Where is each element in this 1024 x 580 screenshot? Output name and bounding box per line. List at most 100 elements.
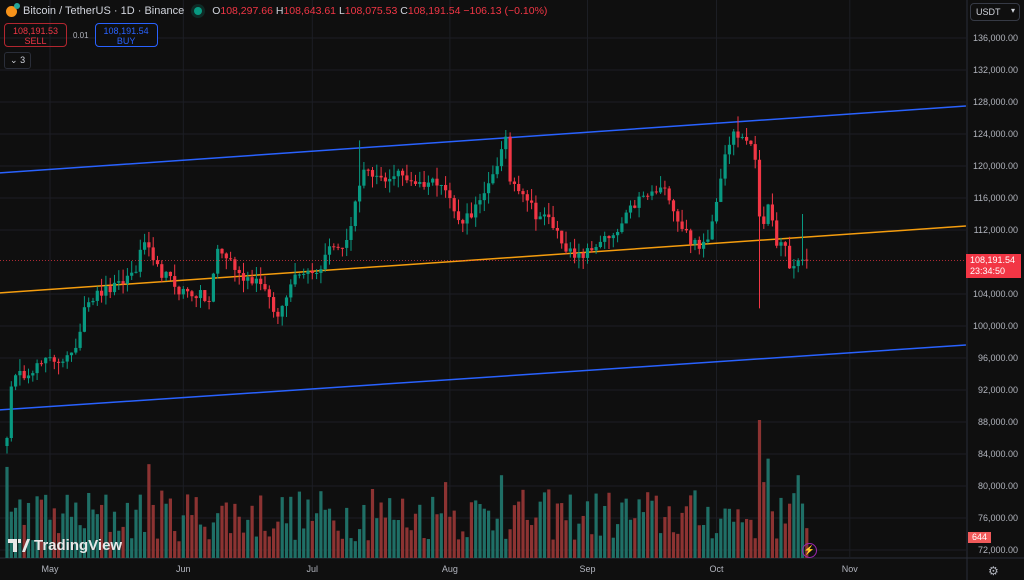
volume-bar (241, 532, 246, 558)
volume-bar (65, 494, 69, 558)
candle-body (603, 236, 607, 242)
volume-bar (461, 531, 465, 558)
candle-body (220, 248, 224, 254)
candle-body (39, 363, 43, 365)
volume-bar (654, 495, 658, 558)
volume-bar (611, 537, 615, 558)
candle-body (564, 243, 568, 252)
volume-bar (727, 508, 731, 558)
candle-body (461, 220, 465, 224)
candle-body (710, 221, 714, 240)
volume-bar (684, 506, 688, 558)
candle-body (667, 188, 671, 201)
buy-button[interactable]: 108,191.54 BUY (94, 23, 158, 47)
candle-body (792, 266, 796, 269)
volume-bar (401, 498, 405, 558)
candle-body (254, 278, 258, 284)
candle-body (676, 211, 680, 222)
candle-body (9, 386, 13, 438)
volume-bar (448, 516, 452, 558)
bar-countdown: 23:34:50 (970, 266, 1006, 277)
volume-bar (31, 540, 35, 558)
candle-body (530, 200, 534, 203)
candle-body (65, 355, 69, 362)
volume-bar (345, 507, 349, 558)
candle-body (160, 264, 164, 278)
volume-bar (426, 539, 430, 558)
candle-body (293, 274, 297, 285)
volume-bar (190, 515, 194, 558)
volume-bar (783, 523, 787, 558)
volume-bar (177, 541, 181, 558)
volume-bar (353, 541, 357, 558)
upper-channel-line (0, 105, 966, 174)
buy-label: BUY (116, 36, 136, 46)
volume-bar (800, 503, 805, 558)
volume-bar (250, 505, 254, 558)
currency-value: USDT (976, 7, 1001, 17)
buy-price: 108,191.54 (103, 26, 149, 36)
price-tick: 80,000.00 (977, 481, 1018, 491)
candle-body (345, 239, 349, 248)
volume-bar (525, 519, 529, 558)
candle-body (422, 182, 426, 187)
candle-body (26, 375, 31, 379)
time-tick: Nov (841, 564, 858, 574)
tradingview-logo[interactable]: TradingView (8, 537, 122, 554)
candle-body (538, 216, 542, 220)
candle-body (671, 200, 676, 212)
sell-button[interactable]: 108,191.53 SELL (4, 23, 67, 47)
candle-body (598, 241, 602, 248)
volume-bar (87, 492, 91, 558)
candle-body (753, 144, 757, 160)
candle-body (44, 357, 48, 364)
candle-body (259, 278, 263, 285)
candle-body (616, 231, 620, 236)
volume-bar (547, 489, 551, 558)
low-value: 108,075.53 (344, 5, 398, 17)
lightning-icon[interactable]: ⚡ (802, 543, 817, 558)
candle-body (611, 235, 615, 239)
volume-bar (254, 536, 258, 558)
volume-bar (422, 538, 426, 558)
volume-bar (719, 518, 723, 558)
volume-bar (289, 496, 293, 558)
currency-select[interactable]: USDT ▾ (970, 3, 1020, 21)
candle-body (112, 282, 117, 293)
high-value: 108,643.61 (283, 5, 337, 17)
price-tick: 112,000.00 (973, 225, 1018, 235)
symbol-title[interactable]: Bitcoin / TetherUS · 1D · Binance (23, 5, 185, 17)
candle-body (620, 223, 624, 232)
candle-body (31, 373, 35, 376)
volume-bar (168, 498, 172, 558)
indicators-toggle[interactable]: ⌄ 3 (4, 52, 32, 69)
candle-body (590, 248, 594, 251)
volume-bar (130, 538, 134, 558)
volume-bar (95, 514, 99, 558)
volume-bar (740, 522, 744, 558)
volume-bar (620, 502, 624, 558)
chevron-down-icon: ⌄ (10, 55, 18, 65)
symbol-legend: Bitcoin / TetherUS · 1D · Binance O108,2… (6, 2, 547, 17)
candle-body (418, 182, 422, 184)
volume-bar (659, 533, 663, 558)
candle-body (263, 284, 267, 290)
candle-body (18, 370, 22, 376)
candle-body (680, 221, 684, 229)
volume-bar (555, 503, 559, 558)
volume-bar (633, 518, 637, 558)
volume-bar (121, 526, 125, 558)
candle-body (168, 271, 172, 277)
candle-body (74, 347, 78, 353)
volume-bar (796, 475, 800, 558)
candle-body (594, 247, 598, 251)
volume-bar (203, 526, 207, 558)
candle-body (482, 193, 486, 201)
settings-icon[interactable]: ⚙ (988, 564, 999, 578)
volume-bar (478, 504, 482, 558)
candle-body (194, 296, 198, 299)
time-tick: Sep (579, 564, 596, 574)
candle-body (577, 252, 581, 258)
midline-line (0, 225, 966, 294)
